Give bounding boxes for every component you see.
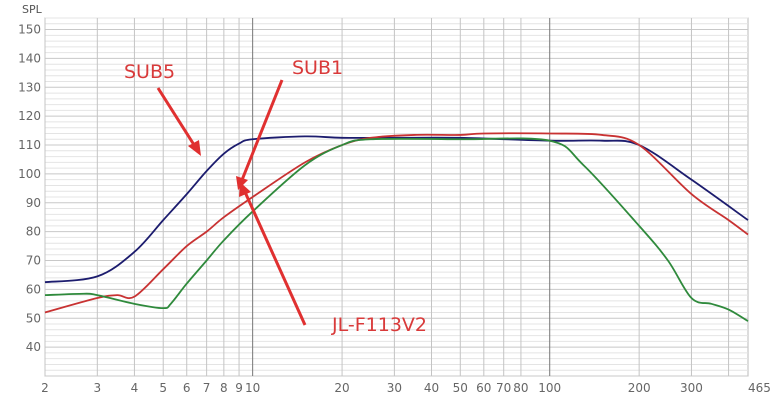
x-tick-label: 4 [131, 381, 139, 395]
y-tick-label: 130 [18, 80, 41, 94]
x-axis-ticks: 2 3 4 5 6 7 8 9 10 20 30 40 50 60 70 80 100 200 300 [41, 381, 703, 395]
grid [44, 17, 749, 377]
y-tick-label: 120 [18, 109, 41, 123]
annotation-jl-f113v2-arrow [243, 191, 307, 326]
x-tick-label: 9 [235, 381, 243, 395]
x-tick-label: 6 [183, 381, 191, 395]
y-axis-ticks: 40 50 60 70 80 90 100 110 120 130 140 150 [18, 23, 41, 355]
y-tick-label: 90 [26, 196, 41, 210]
x-tick-label: 7 [203, 381, 211, 395]
series-line-sub5 [44, 135, 749, 284]
x-tick-label: 2 [41, 381, 49, 395]
x-tick-label: 50 [453, 381, 468, 395]
y-tick-label: 80 [26, 225, 41, 239]
annotation-sub1-label: SUB1 [292, 57, 343, 79]
y-tick-label: 150 [18, 23, 41, 37]
series-lines [44, 132, 749, 322]
x-tick-label: 70 [496, 381, 511, 395]
y-tick-label: 140 [18, 51, 41, 65]
x-tick-label: 40 [424, 381, 439, 395]
annotation-sub1: SUB1 [236, 57, 343, 190]
x-tick-label: 200 [628, 381, 651, 395]
x-tick-label: 60 [476, 381, 491, 395]
x-tick-label: 5 [159, 381, 167, 395]
annotation-sub5-arrowhead [188, 140, 201, 156]
x-tick-label: 300 [680, 381, 703, 395]
x-tick-label: 10 [245, 381, 260, 395]
y-tick-label: 50 [26, 311, 41, 325]
x-tick-label: 100 [538, 381, 561, 395]
y-tick-label: 40 [26, 340, 41, 354]
y-axis-label: SPL [22, 3, 43, 16]
x-tick-label: 80 [513, 381, 528, 395]
x-axis-end-label: 465Hz [748, 381, 770, 395]
y-tick-label: 70 [26, 254, 41, 268]
y-tick-label: 100 [18, 167, 41, 181]
x-tick-label: 3 [93, 381, 101, 395]
annotation-sub5-arrow [156, 87, 198, 149]
series-line-jl-f113v2 [44, 137, 749, 322]
annotation-sub5-label: SUB5 [124, 61, 175, 83]
annotation-sub1-arrowhead [236, 176, 248, 190]
x-tick-label: 30 [387, 381, 402, 395]
y-tick-label: 60 [26, 282, 41, 296]
annotation-jl-f113v2-arrowhead [239, 182, 251, 197]
annotation-jl-f113v2-label: JL-F113V2 [331, 314, 427, 336]
annotation-jl-f113v2: JL-F113V2 [239, 182, 427, 336]
x-tick-label: 8 [220, 381, 228, 395]
x-tick-label: 20 [334, 381, 349, 395]
annotation-sub5: SUB5 [124, 61, 201, 156]
y-tick-label: 110 [18, 138, 41, 152]
annotation-sub1-arrow [240, 79, 284, 181]
